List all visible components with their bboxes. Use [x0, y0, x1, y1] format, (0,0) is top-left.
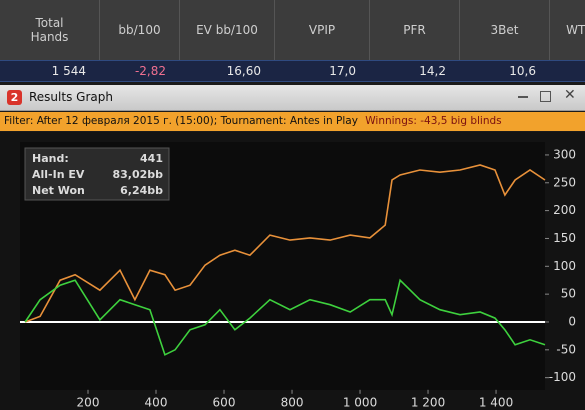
info-label: Hand:: [32, 152, 69, 165]
filter-bar: Filter: After 12 февраля 2015 г. (15:00)…: [0, 112, 585, 131]
maximize-button[interactable]: [540, 91, 551, 102]
close-button[interactable]: ✕: [564, 87, 576, 103]
winnings-text: Winnings: -43,5 big blinds: [365, 115, 502, 127]
series-line: [24, 164, 546, 323]
stats-row: 1 544 -2,82 16,60 17,0 14,2 10,6: [0, 60, 585, 82]
column-header: PFR: [370, 0, 460, 60]
stat-value: 17,0: [329, 64, 356, 78]
y-tick-label: -100: [549, 370, 576, 384]
stat-value: 10,6: [509, 64, 536, 78]
info-label: Net Won: [32, 184, 85, 197]
y-tick-label: 250: [553, 175, 576, 189]
column-header: EV bb/100: [180, 0, 275, 60]
x-tick-label: 1 000: [343, 396, 377, 410]
info-label: All-In EV: [32, 168, 85, 181]
y-tick-label: 150: [553, 231, 576, 245]
x-tick-label: 1 200: [411, 396, 445, 410]
series-line: [24, 278, 546, 356]
y-tick-label: 0: [568, 314, 576, 328]
x-tick-label: 400: [145, 396, 168, 410]
info-value: 6,24bb: [120, 184, 163, 197]
title-bar: 2 Results Graph ✕: [0, 85, 585, 111]
x-tick-label: 200: [77, 396, 100, 410]
stat-value: 1 544: [51, 64, 86, 78]
x-tick-label: 800: [281, 396, 304, 410]
info-value: 83,02bb: [112, 168, 163, 181]
y-tick-label: 50: [561, 287, 576, 301]
minimize-button[interactable]: [518, 96, 528, 98]
column-header: WTS: [550, 0, 585, 60]
window-badge: 2: [7, 90, 22, 105]
stat-value: 16,60: [226, 64, 261, 78]
info-value: 441: [140, 152, 163, 165]
x-tick-label: 600: [213, 396, 236, 410]
filter-text: Filter: After 12 февраля 2015 г. (15:00)…: [4, 115, 358, 127]
stat-value: 14,2: [419, 64, 446, 78]
info-box: [24, 147, 170, 201]
y-tick-label: 200: [553, 203, 576, 217]
y-tick-label: -50: [556, 342, 576, 356]
window-title: Results Graph: [29, 90, 113, 104]
y-tick-label: 300: [553, 147, 576, 161]
x-tick-label: 1 400: [479, 396, 513, 410]
stat-value: -2,82: [134, 64, 166, 78]
column-header: Total Hands: [0, 0, 100, 60]
y-tick-label: 100: [553, 259, 576, 273]
column-header: bb/100: [100, 0, 180, 60]
column-header: 3Bet: [460, 0, 550, 60]
chart: Hand: 441 All-In EV 83,02bb Net Won 6,24bb 300…: [0, 132, 585, 410]
column-header: VPIP: [275, 0, 370, 60]
